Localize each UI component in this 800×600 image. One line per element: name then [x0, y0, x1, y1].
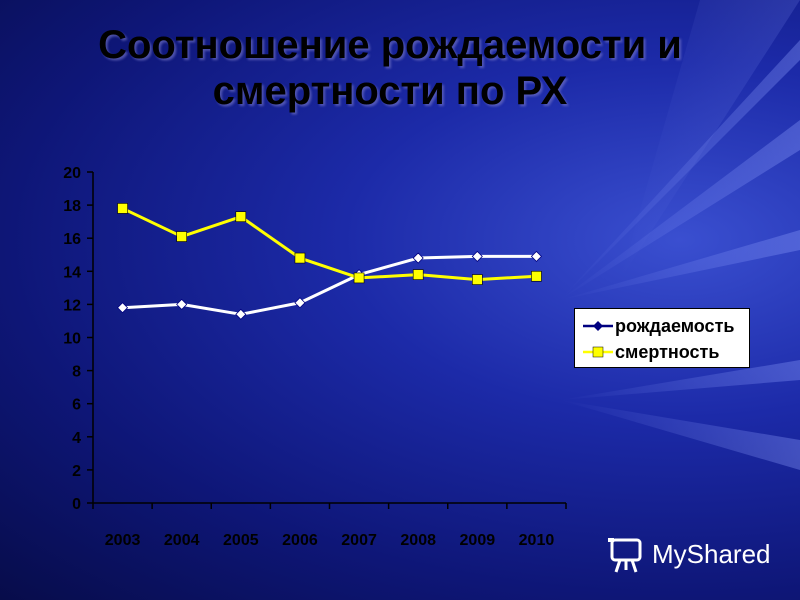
x-tick-label: 2009: [460, 532, 496, 549]
x-axis-ticks: 2003 2004 2005 2006 2007 2008 2009 2010: [92, 503, 567, 549]
y-tick-label: 20: [63, 165, 81, 182]
myshared-logo: MyShared: [606, 534, 786, 574]
chart-legend: рождаемость смертность: [574, 308, 750, 368]
series-line: [122, 254, 537, 316]
data-point: [412, 269, 424, 280]
y-tick-label: 12: [63, 297, 81, 314]
y-tick-label: 10: [63, 331, 81, 348]
y-tick-label: 2: [72, 463, 81, 480]
legend-label-birth: рождаемость: [615, 316, 735, 336]
x-tick-label: 2008: [400, 532, 436, 549]
data-point: [472, 274, 483, 285]
slide-title: Соотношение рождаемости и смертности по …: [40, 22, 740, 114]
data-point: [530, 250, 543, 262]
chart-axes: [92, 172, 566, 504]
data-point: [294, 297, 306, 309]
series-birth: [116, 250, 543, 320]
data-point: [235, 308, 247, 320]
x-tick-label: 2003: [105, 532, 141, 549]
data-point: [471, 250, 483, 262]
series-death: [117, 203, 542, 285]
data-point: [176, 231, 187, 242]
slide-title-line2: смертности по РХ: [212, 69, 568, 113]
chart-series: [116, 203, 543, 320]
logo-text: MyShared: [652, 539, 771, 569]
legend-item-death: смертность: [575, 341, 751, 363]
data-point: [353, 272, 365, 284]
legend-item-birth: рождаемость: [575, 315, 751, 337]
data-point: [531, 270, 542, 282]
data-point: [116, 302, 129, 314]
x-tick-label: 2005: [223, 532, 259, 549]
presentation-board-icon: [608, 538, 642, 573]
data-point: [294, 252, 306, 264]
legend-diamond-marker-icon: [583, 321, 613, 331]
x-tick-label: 2010: [519, 532, 555, 549]
data-point: [117, 203, 128, 214]
y-tick-label: 16: [63, 231, 81, 248]
legend-label-death: смертность: [615, 342, 720, 362]
slide-title-line1: Соотношение рождаемости и: [98, 23, 682, 67]
y-tick-label: 0: [72, 496, 81, 513]
data-point: [412, 252, 424, 264]
x-tick-label: 2004: [164, 532, 200, 549]
x-tick-label: 2006: [282, 532, 318, 549]
y-tick-label: 6: [72, 397, 81, 414]
legend-square-marker-icon: [583, 346, 613, 358]
data-point: [235, 211, 247, 222]
series-line: [121, 207, 537, 282]
x-tick-label: 2007: [341, 532, 377, 549]
y-tick-label: 4: [72, 430, 81, 447]
y-axis-ticks: 0 2 4 6 8 10 12 14 16 18 20: [63, 165, 93, 513]
data-point: [176, 298, 188, 310]
y-tick-label: 8: [72, 364, 81, 381]
y-tick-label: 18: [63, 198, 81, 215]
y-tick-label: 14: [63, 264, 81, 281]
